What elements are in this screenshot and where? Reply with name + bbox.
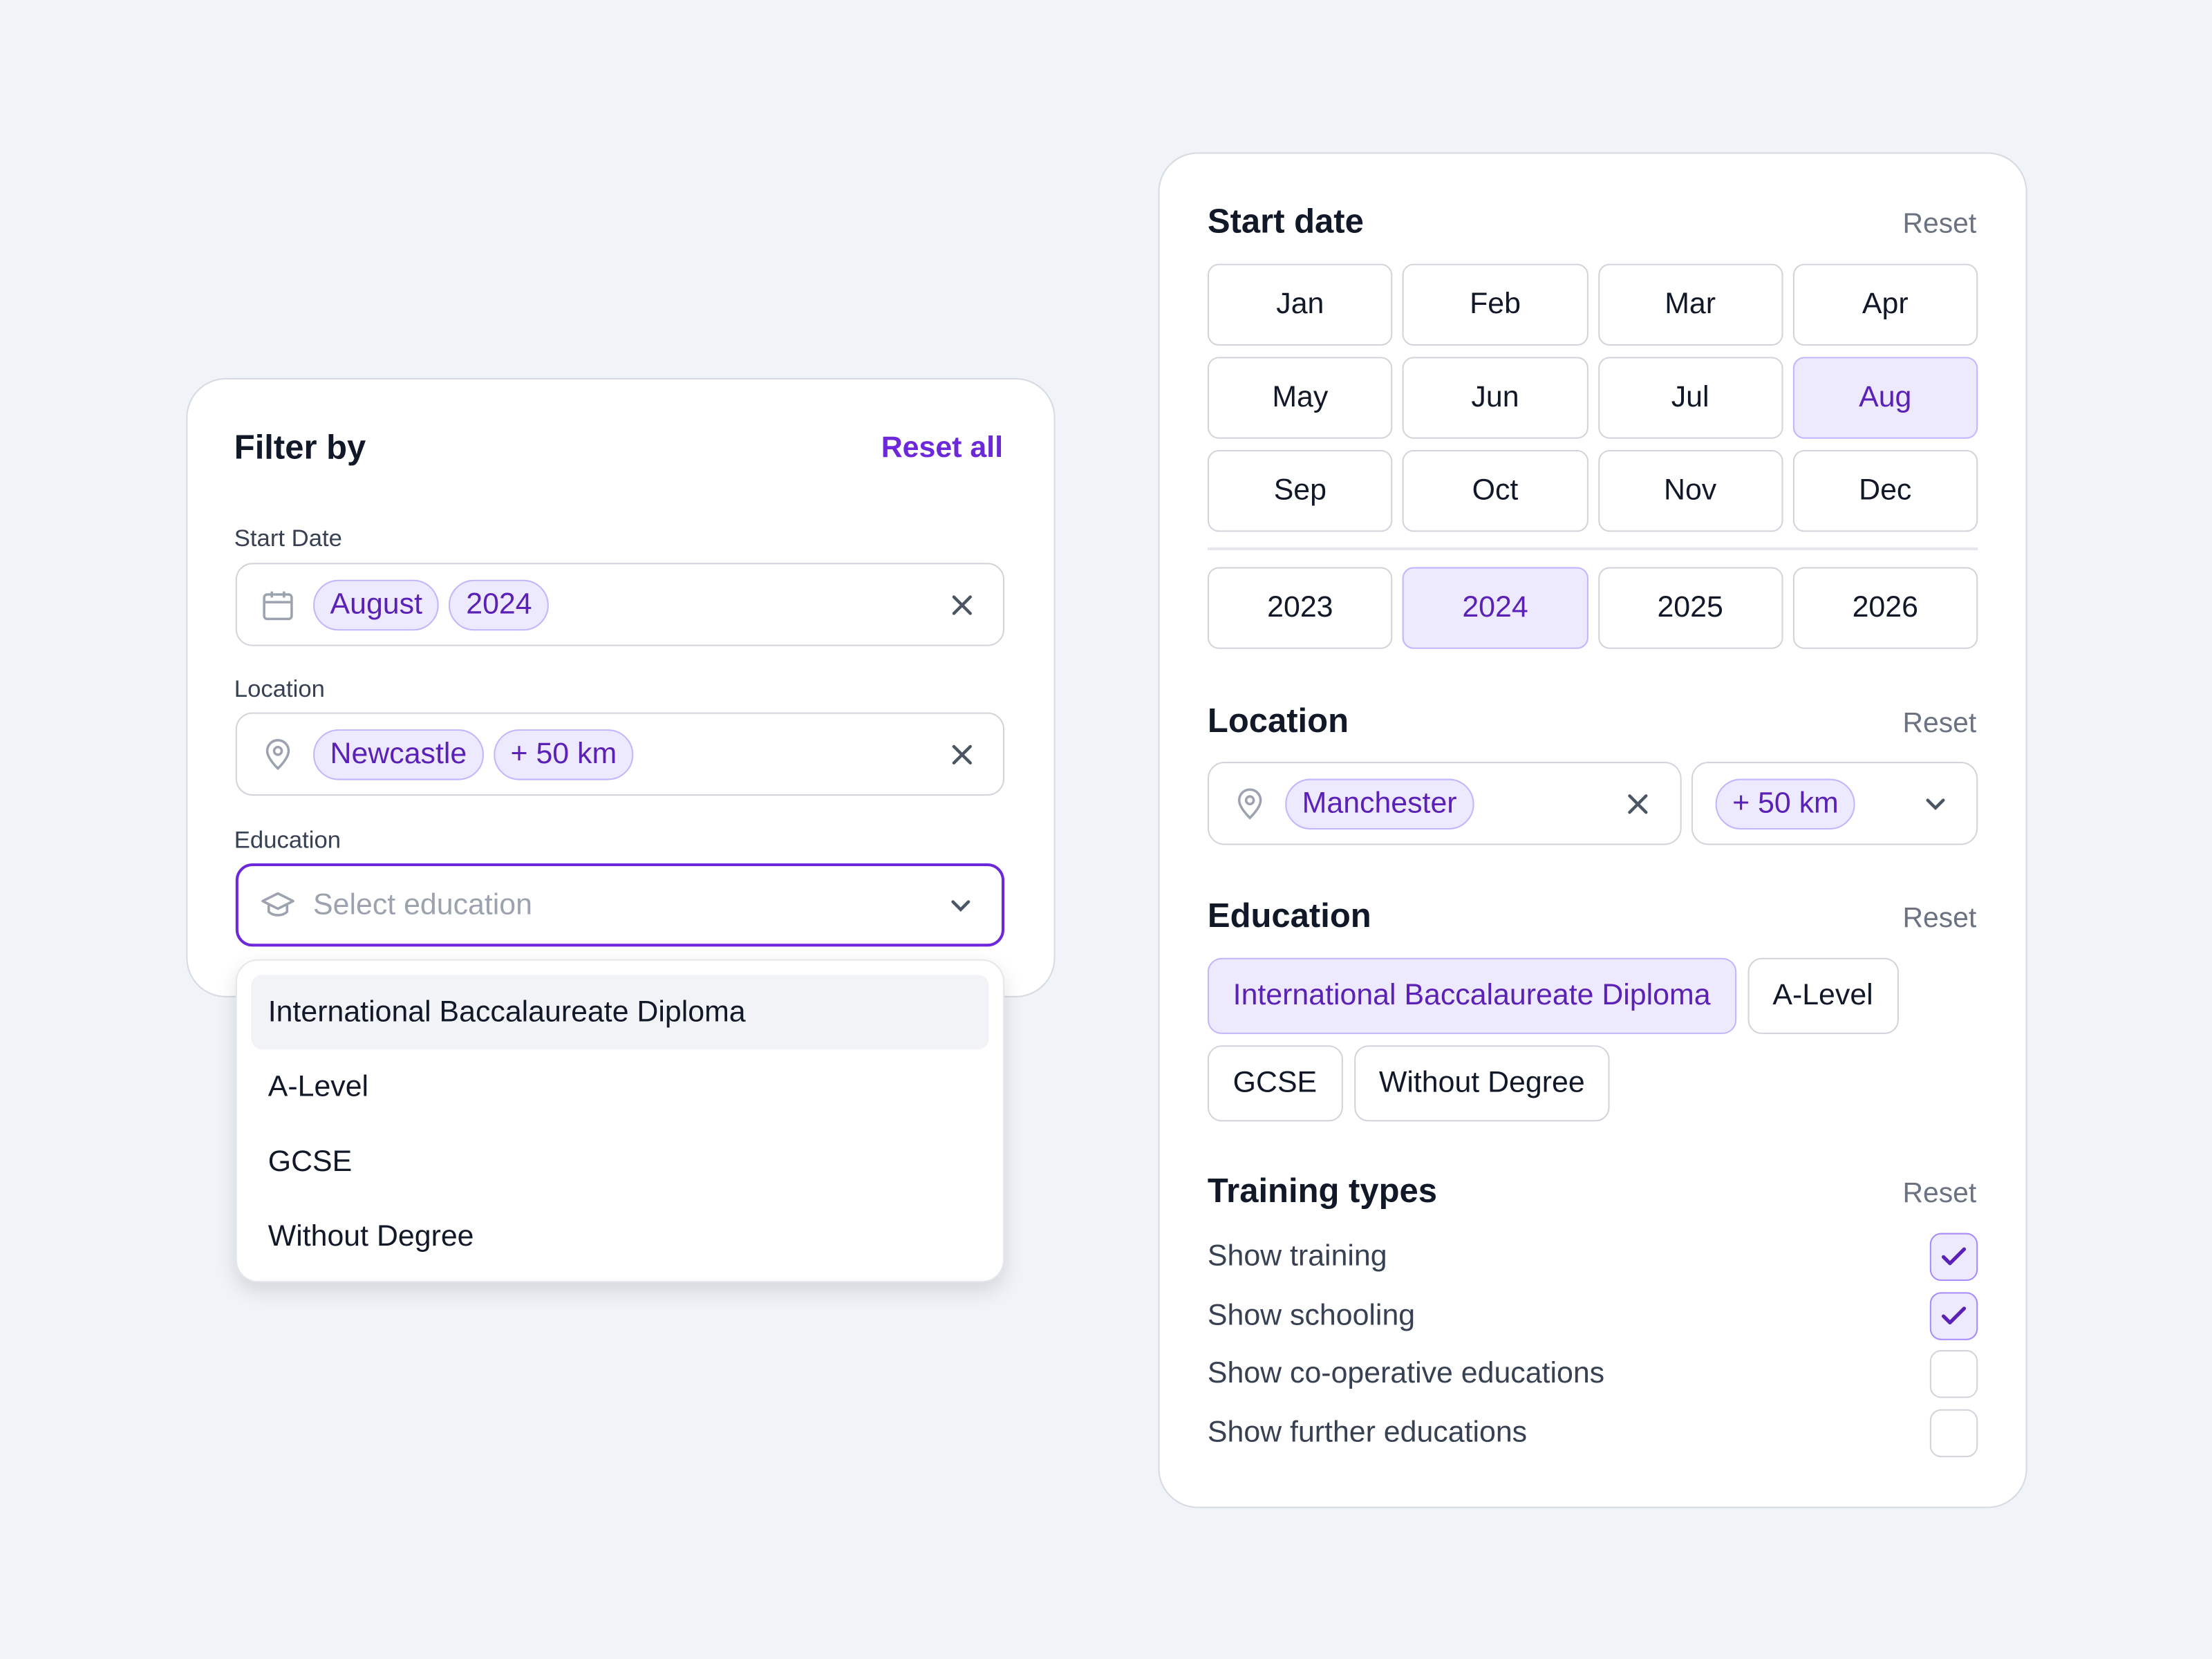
checkbox-row: Show co-operative educations: [1208, 1345, 1978, 1404]
checkbox-row: Show further educations: [1208, 1404, 1978, 1463]
year-grid: 2023 2024 2025 2026: [1207, 567, 1978, 649]
reset[interactable]: Reset: [1902, 209, 1977, 240]
option-button[interactable]: Aug: [1792, 357, 1978, 439]
chevron: [951, 899, 971, 911]
pin-icon: [265, 738, 290, 770]
city-input[interactable]: Manchester: [1207, 762, 1682, 845]
option-button[interactable]: Apr: [1792, 263, 1978, 346]
education-chip[interactable]: GCSE: [1207, 1045, 1342, 1122]
chip: + 50 km: [1715, 778, 1856, 829]
education-chips: International Baccalaureate Diploma A-Lev…: [1207, 957, 1978, 1122]
filter-title: Filter by: [234, 429, 366, 467]
pin-icon: [1237, 787, 1262, 819]
dropdown-option[interactable]: International Baccalaureate Diploma: [251, 975, 989, 1050]
check-icon: [1941, 1306, 1967, 1324]
check-icon: [1941, 1247, 1967, 1266]
checkbox-label: Show further educations: [1207, 1416, 1528, 1449]
option-button[interactable]: 2026: [1792, 567, 1978, 649]
education-chip[interactable]: International Baccalaureate Diploma: [1207, 957, 1736, 1034]
cap-icon: [261, 891, 294, 916]
checkbox-row: Show training: [1208, 1227, 1978, 1286]
checkbox-label: Show schooling: [1207, 1298, 1416, 1331]
clear-icon[interactable]: [1624, 789, 1652, 818]
section-title: Training types: [1207, 1172, 1437, 1211]
chip: Newcastle: [313, 729, 484, 780]
placeholder: Select education: [313, 888, 532, 921]
dropdown-option[interactable]: GCSE: [268, 1145, 353, 1178]
field-label: Start Date: [234, 525, 342, 552]
reset[interactable]: Reset: [1902, 903, 1977, 935]
chip: + 50 km: [494, 729, 634, 780]
option-button[interactable]: Nov: [1597, 450, 1783, 532]
chip: August: [313, 579, 440, 630]
field-label: Education: [234, 826, 341, 854]
training-list: Show training Show schooling Show co-opera…: [1208, 1227, 1978, 1462]
checkbox[interactable]: [1929, 1409, 1978, 1457]
chip: Manchester: [1285, 778, 1474, 829]
field-label: Location: [234, 675, 325, 703]
option-button[interactable]: Mar: [1597, 263, 1783, 346]
option-button[interactable]: Feb: [1403, 263, 1588, 346]
checkbox[interactable]: [1929, 1291, 1978, 1340]
section-title: Location: [1207, 702, 1349, 741]
clear-icon[interactable]: [948, 740, 976, 768]
clear-icon[interactable]: [948, 590, 976, 619]
month-grid: Jan Feb Mar Apr May Jun Jul Aug Sep Oct Nov Dec: [1207, 263, 1978, 532]
divider: [1207, 547, 1978, 550]
reset[interactable]: Reset: [1902, 1178, 1977, 1209]
option-button[interactable]: Jan: [1207, 263, 1393, 346]
date-input[interactable]: August 2024: [235, 563, 1005, 646]
option-button[interactable]: Dec: [1792, 450, 1978, 532]
section-title: Education: [1207, 897, 1371, 936]
location-input[interactable]: Newcastle + 50 km: [235, 712, 1005, 796]
chevron: [1926, 798, 1945, 810]
education-select[interactable]: Select education: [235, 863, 1005, 947]
option-button[interactable]: 2024: [1403, 567, 1588, 649]
dropdown-option[interactable]: A-Level: [268, 1069, 369, 1103]
dropdown: International Baccalaureate Diploma A-Lev…: [235, 959, 1005, 1283]
option-button[interactable]: Jul: [1597, 357, 1783, 439]
education-chip[interactable]: Without Degree: [1353, 1045, 1611, 1122]
checkbox[interactable]: [1929, 1232, 1978, 1281]
calendar-icon: [263, 590, 293, 620]
option-button[interactable]: Oct: [1403, 450, 1588, 532]
section-title: Start date: [1207, 203, 1364, 241]
option-button[interactable]: 2023: [1207, 567, 1393, 649]
reset[interactable]: Reset: [1902, 708, 1977, 740]
radius-select[interactable]: + 50 km: [1691, 762, 1978, 845]
option-button[interactable]: Sep: [1207, 450, 1393, 532]
option-button[interactable]: 2025: [1597, 567, 1783, 649]
option-button[interactable]: Jun: [1403, 357, 1588, 439]
checkbox[interactable]: [1929, 1350, 1978, 1398]
education-chip[interactable]: A-Level: [1747, 957, 1899, 1034]
checkbox-label: Show training: [1207, 1239, 1387, 1273]
checkbox-label: Show co-operative educations: [1207, 1357, 1605, 1390]
checkbox-row: Show schooling: [1208, 1286, 1978, 1345]
reset-all[interactable]: Reset all: [881, 431, 1004, 465]
dropdown-option[interactable]: Without Degree: [268, 1219, 474, 1253]
chip: 2024: [449, 579, 550, 630]
option-button[interactable]: May: [1207, 357, 1393, 439]
